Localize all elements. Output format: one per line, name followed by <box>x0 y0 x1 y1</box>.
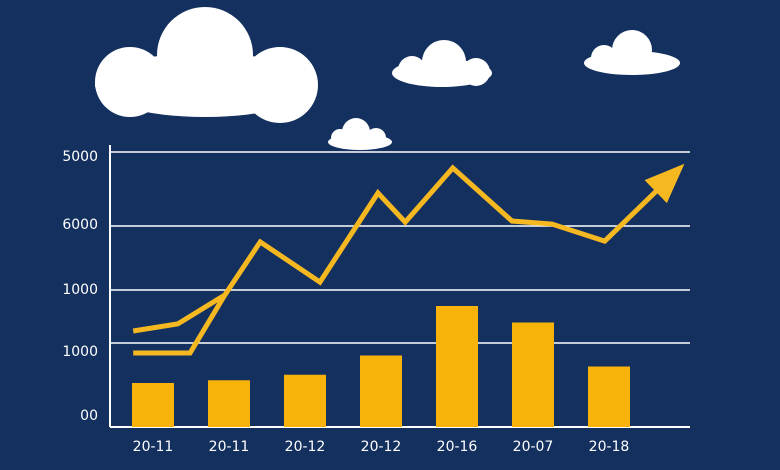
bar <box>588 366 630 427</box>
x-tick-label: 20-18 <box>589 439 630 455</box>
bar <box>284 374 326 427</box>
arrow-head <box>644 163 685 204</box>
line <box>132 164 682 334</box>
y-tick-label: 1000 <box>62 344 98 360</box>
y-tick-label: 00 <box>80 408 98 424</box>
clouds <box>95 7 680 150</box>
line <box>133 293 227 356</box>
y-tick-label: 5000 <box>62 149 98 165</box>
bar <box>132 383 174 427</box>
bar <box>436 306 478 427</box>
bar <box>360 355 402 427</box>
y-tick-label: 1000 <box>62 282 98 298</box>
x-tick-label: 20-16 <box>437 439 478 455</box>
x-tick-label: 20-11 <box>133 439 174 455</box>
x-tick-label: 20-12 <box>361 439 402 455</box>
x-tick-label: 20-07 <box>513 439 554 455</box>
x-tick-label: 20-12 <box>285 439 326 455</box>
y-tick-label: 6000 <box>62 217 98 233</box>
bar <box>208 380 250 427</box>
bar <box>512 322 554 427</box>
x-tick-label: 20-11 <box>209 439 250 455</box>
